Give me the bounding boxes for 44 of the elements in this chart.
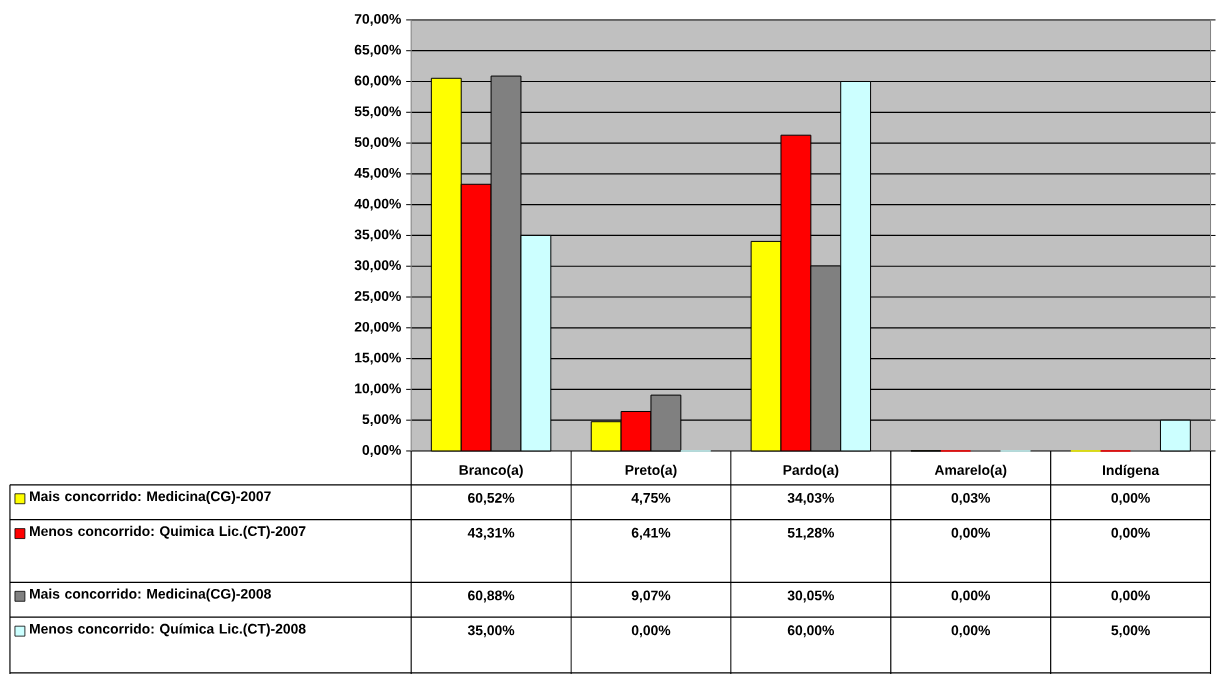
y-tick-label: 25,00% xyxy=(354,291,401,304)
data-label: 30,05% xyxy=(787,590,835,603)
y-tick-label: 5,00% xyxy=(362,414,401,427)
data-label: 0,03% xyxy=(951,493,991,506)
y-tick-label: 0,00% xyxy=(362,445,401,458)
x-tick-label: Indígena xyxy=(1102,464,1160,479)
data-label: 0,00% xyxy=(1111,493,1150,506)
data-label: 4,75% xyxy=(631,493,671,505)
x-tick-label: Preto(a) xyxy=(625,464,677,478)
y-tick-label: 45,00% xyxy=(354,168,401,180)
y-tick-label: 50,00% xyxy=(354,137,401,150)
data-label: 0,00% xyxy=(1111,590,1150,603)
x-tick-label: Pardo(a) xyxy=(783,464,839,478)
y-tick-label: 30,00% xyxy=(354,260,401,273)
data-label: 0,00% xyxy=(951,625,991,638)
data-label: 0,00% xyxy=(631,625,671,638)
data-label: 60,00% xyxy=(787,625,835,638)
data-label: 0,00% xyxy=(951,528,991,540)
y-tick-label: 35,00% xyxy=(354,229,401,242)
legend-label: Menos concorrido: Química Lic.(CT)-2008 xyxy=(30,623,306,637)
x-tick-label: Branco(a) xyxy=(459,464,523,478)
data-label: 0,00% xyxy=(951,590,991,603)
legend-label: Mais concorrido: Medicina(CG)-2007 xyxy=(30,491,271,505)
legend-label: Mais concorrido: Medicina(CG)-2008 xyxy=(30,588,271,602)
y-tick-label: 60,00% xyxy=(354,75,401,88)
y-tick-label: 20,00% xyxy=(354,322,401,334)
x-tick-label: Amarelo(a) xyxy=(934,464,1007,478)
y-tick-label: 15,00% xyxy=(355,352,401,365)
y-tick-label: 10,00% xyxy=(355,383,401,396)
data-label: 6,41% xyxy=(631,528,671,540)
data-label: 43,31% xyxy=(467,528,515,540)
data-label: 60,52% xyxy=(468,493,515,506)
y-tick-label: 40,00% xyxy=(354,198,401,211)
data-label: 34,03% xyxy=(787,493,835,506)
data-label: 60,88% xyxy=(468,590,515,603)
data-label: 5,00% xyxy=(1111,625,1150,638)
y-tick-label: 70,00% xyxy=(354,14,401,27)
y-tick-label: 65,00% xyxy=(354,45,401,57)
data-label: 51,28% xyxy=(787,528,835,540)
data-label: 0,00% xyxy=(1111,528,1150,540)
legend-label: Menos concorrido: Quimica Lic.(CT)-2007 xyxy=(30,526,306,539)
data-label: 9,07% xyxy=(631,590,671,603)
data-label: 35,00% xyxy=(467,625,515,638)
y-tick-label: 55,00% xyxy=(354,106,401,119)
